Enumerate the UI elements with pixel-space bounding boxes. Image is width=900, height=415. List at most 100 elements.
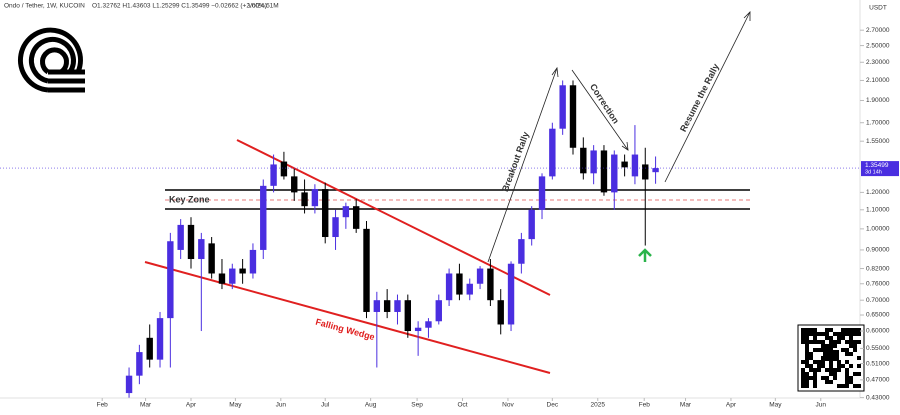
qr-cell xyxy=(805,336,809,340)
countdown: 3d 14h xyxy=(865,170,882,176)
y-tick-label: 1.10000 xyxy=(866,207,890,214)
y-tick-label: 1.90000 xyxy=(866,97,890,104)
qr-cell xyxy=(809,352,813,356)
qr-cell xyxy=(825,332,829,336)
qr-cell xyxy=(829,380,833,384)
candle-body xyxy=(239,268,246,274)
candle-body xyxy=(507,263,515,325)
qr-cell xyxy=(813,348,817,352)
qr-cell xyxy=(813,380,817,384)
qr-cell xyxy=(805,340,809,344)
qr-cell xyxy=(857,356,861,360)
qr-cell xyxy=(829,360,833,364)
qr-cell xyxy=(849,380,853,384)
y-tick-label: 0.60000 xyxy=(866,328,890,335)
candle-body xyxy=(187,224,195,260)
ohlc-header: O1.32762 H1.43603 L1.25299 C1.35499 −0.0… xyxy=(92,3,267,10)
qr-cell xyxy=(817,364,821,368)
x-tick-label: Jun xyxy=(816,402,827,409)
qr-cell xyxy=(841,384,845,388)
candle-body xyxy=(549,128,556,177)
qr-cell xyxy=(829,372,833,376)
qr-cell xyxy=(809,332,813,336)
x-tick-label: May xyxy=(229,402,242,409)
arrow-head xyxy=(551,66,559,78)
qr-cell xyxy=(821,344,825,348)
qr-cell xyxy=(813,328,817,332)
qr-cell xyxy=(817,360,821,364)
qr-cell xyxy=(821,332,825,336)
qr-cell xyxy=(829,364,833,368)
x-tick-label: Dec xyxy=(547,402,559,409)
qr-cell xyxy=(817,368,821,372)
qr-cell xyxy=(805,384,809,388)
candle-body xyxy=(373,300,381,312)
qr-cell xyxy=(809,356,813,360)
arrow xyxy=(571,69,629,151)
candle-body xyxy=(352,206,360,229)
qr-cell xyxy=(801,336,805,340)
x-tick-label: Nov xyxy=(502,402,514,409)
y-tick-label: 0.55000 xyxy=(866,345,890,352)
candle-body xyxy=(425,321,432,328)
candle-body xyxy=(383,300,391,312)
qr-cell xyxy=(821,376,825,380)
y-tick-label: 2.30000 xyxy=(866,59,890,66)
qr-cell xyxy=(833,368,837,372)
candle-body xyxy=(414,327,422,332)
candle-body xyxy=(146,337,153,360)
qr-cell xyxy=(857,364,861,368)
qr-cell xyxy=(837,336,841,340)
arrows xyxy=(487,11,751,263)
qr-cell xyxy=(833,376,837,380)
qr-cell xyxy=(845,348,849,352)
qr-cell xyxy=(829,368,833,372)
qr-cell xyxy=(845,352,849,356)
qr-cell xyxy=(837,384,841,388)
candle-body xyxy=(445,273,453,301)
y-tick-label: 1.00000 xyxy=(866,226,890,233)
candle-body xyxy=(342,206,350,218)
candle-body xyxy=(642,164,649,180)
qr-center xyxy=(823,350,839,361)
qr-cell xyxy=(857,340,861,344)
qr-cell xyxy=(813,360,817,364)
qr-cell xyxy=(801,360,805,364)
qr-cell xyxy=(853,340,857,344)
candle-body xyxy=(435,300,442,322)
qr-cell xyxy=(821,360,825,364)
qr-cell xyxy=(841,348,845,352)
candle-body xyxy=(198,239,205,260)
y-tick-label: 1.55000 xyxy=(866,138,890,145)
qr-cell xyxy=(837,332,841,336)
wedge-line xyxy=(236,139,551,296)
candle-body xyxy=(497,300,504,325)
qr-cell xyxy=(805,372,809,376)
qr-cell xyxy=(801,340,805,344)
qr-cell xyxy=(805,344,809,348)
x-tick-label: Sep xyxy=(411,402,423,409)
x-tick-label: 2025 xyxy=(591,402,606,409)
qr-cell xyxy=(809,328,813,332)
candle-body xyxy=(249,249,257,274)
qr-cell xyxy=(857,328,861,332)
qr-cell xyxy=(829,336,833,340)
candle-body xyxy=(260,185,267,250)
candle-body xyxy=(229,268,236,284)
qr-cell xyxy=(853,384,857,388)
qr-cell xyxy=(801,376,805,380)
qr-cell xyxy=(805,360,809,364)
qr-cell xyxy=(849,364,853,368)
candle-body xyxy=(301,192,308,207)
qr-cell xyxy=(837,360,841,364)
candle-body xyxy=(218,273,226,284)
candle-body xyxy=(291,176,298,193)
x-tick-label: Jun xyxy=(276,402,287,409)
y-tick-label: 0.90000 xyxy=(866,247,890,254)
candle-body xyxy=(631,154,639,177)
y-tick-label: 0.76000 xyxy=(866,280,890,287)
qr-cell xyxy=(805,380,809,384)
qr-cell xyxy=(837,340,841,344)
